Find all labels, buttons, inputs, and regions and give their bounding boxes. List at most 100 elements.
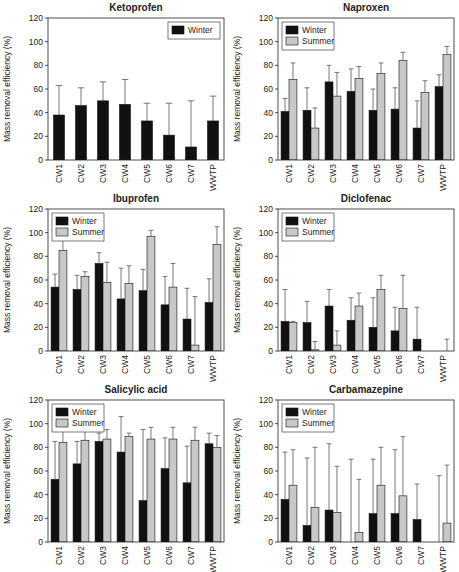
error-cap [393,449,398,450]
y-tick-label: 120 [29,395,43,405]
error-bar [149,230,154,236]
plot-frame [48,400,224,542]
error-stem [351,69,352,91]
legend-label: Summer [72,227,104,237]
bar [377,74,385,160]
error-cap [56,85,63,86]
error-stem [395,88,396,109]
bar [147,236,155,351]
error-cap [445,46,450,47]
error-stem [147,103,148,121]
bar [120,104,131,160]
x-tick-label: CW3 [98,164,108,183]
x-tick-label: CW4 [120,164,130,183]
error-stem [358,67,359,79]
legend: Winter [168,22,220,39]
error-cap [97,252,102,253]
error-bar [185,288,190,319]
error-stem [402,52,403,60]
bar [281,321,289,351]
error-stem [77,441,78,463]
y-tick [45,256,48,257]
y-tick-label: 80 [34,442,44,452]
y-tick-label: 60 [34,275,44,285]
error-bar [313,342,318,350]
y-tick [45,209,48,210]
y-axis-label: Mass removal efficiency (%) [232,418,242,524]
bar [303,525,311,542]
error-cap [415,307,420,308]
y-tick [45,280,48,281]
x-tick-label: WWTP [208,164,218,191]
panel: CarbamazepineMass removal efficiency (%)… [232,384,454,572]
figure: KetoprofenMass removal efficiency (%)020… [0,0,459,572]
y-tick [45,41,48,42]
error-bar [188,101,195,147]
bar [347,91,355,160]
error-stem [150,230,151,236]
error-bar [149,427,154,439]
y-tick-label: 40 [34,490,44,500]
error-bar [144,103,151,121]
error-cap [149,427,154,428]
error-bar [305,88,310,110]
y-tick-label: 80 [34,251,44,261]
y-tick-label: 40 [264,299,274,309]
error-bar [83,272,88,277]
bar [142,121,153,160]
error-stem [329,444,330,510]
bar [51,287,59,351]
error-stem [125,80,126,105]
plot-frame [278,400,454,542]
x-tick-label: CW6 [164,164,174,183]
y-tick-label: 0 [38,346,43,356]
error-bar [335,331,340,345]
y-tick [275,280,278,281]
y-tick [45,494,48,495]
error-cap [193,296,198,297]
error-stem [402,275,403,308]
x-tick-label: WWTP [438,164,448,191]
legend-swatch [286,217,298,225]
y-tick [45,423,48,424]
legend-label: Summer [302,36,334,46]
y-tick [45,400,48,401]
y-tick [275,209,278,210]
error-stem [187,446,188,483]
error-stem [417,307,418,339]
y-tick-label: 20 [264,131,274,141]
error-bar [141,430,146,501]
bar [443,55,451,160]
y-tick [275,303,278,304]
error-bar [193,297,198,346]
legend: WinterSummer [52,213,104,241]
bar [311,508,319,542]
x-tick-label: CW2 [76,164,86,183]
bar [169,439,177,542]
plot-frame [48,18,224,160]
error-cap [437,475,442,476]
error-bar [105,262,110,282]
y-tick [275,351,278,352]
error-stem [292,450,293,486]
legend: WinterSummer [282,22,334,50]
error-stem [143,269,144,290]
error-stem [285,98,286,111]
error-bar [349,459,354,542]
error-bar [313,108,318,128]
bar [377,485,385,542]
error-cap [401,436,406,437]
error-stem [106,430,107,439]
error-bar [335,466,340,512]
error-stem [351,459,352,542]
y-tick-label: 0 [38,155,43,165]
plot-area [51,417,221,542]
y-tick-label: 80 [264,442,274,452]
y-tick [45,327,48,328]
error-cap [305,301,310,302]
bar [325,306,333,351]
error-bar [215,227,220,245]
error-bar [357,67,362,79]
x-tick-label: CW3 [98,546,108,565]
error-bar [401,437,406,496]
